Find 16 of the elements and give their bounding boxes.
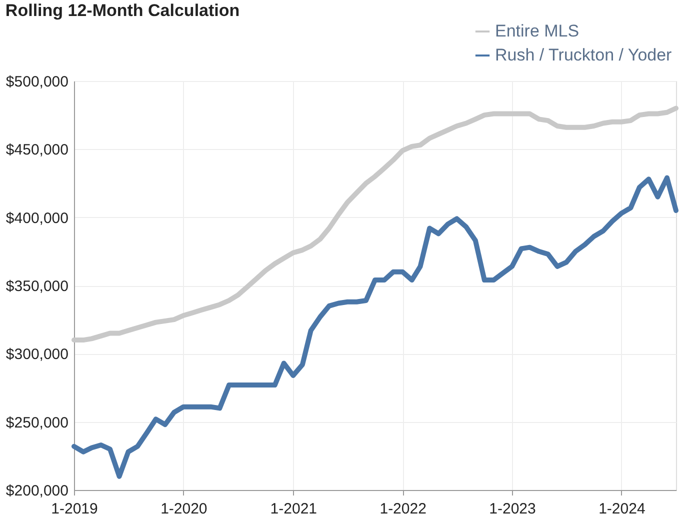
y-tick-label: $500,000 bbox=[6, 74, 68, 90]
x-tick-label: 1-2022 bbox=[380, 500, 426, 518]
x-tick-label: 1-2024 bbox=[598, 500, 646, 518]
y-tick-label: $300,000 bbox=[6, 346, 68, 364]
legend-label: Rush / Truckton / Yoder bbox=[495, 46, 672, 64]
y-tick-label: $450,000 bbox=[6, 142, 68, 159]
x-tick-label: 1-2020 bbox=[160, 500, 208, 518]
x-tick-label: 1-2019 bbox=[51, 500, 98, 518]
y-tick-label: $200,000 bbox=[6, 482, 68, 500]
chart-title: Rolling 12-Month Calculation bbox=[5, 1, 240, 20]
x-tick-label: 1-2021 bbox=[270, 500, 318, 518]
legend-label: Entire MLS bbox=[495, 22, 580, 40]
x-tick-label: 1-2023 bbox=[489, 500, 536, 518]
y-tick-label: $350,000 bbox=[6, 278, 68, 295]
y-tick-label: $250,000 bbox=[6, 414, 68, 432]
y-tick-label: $400,000 bbox=[6, 210, 68, 227]
